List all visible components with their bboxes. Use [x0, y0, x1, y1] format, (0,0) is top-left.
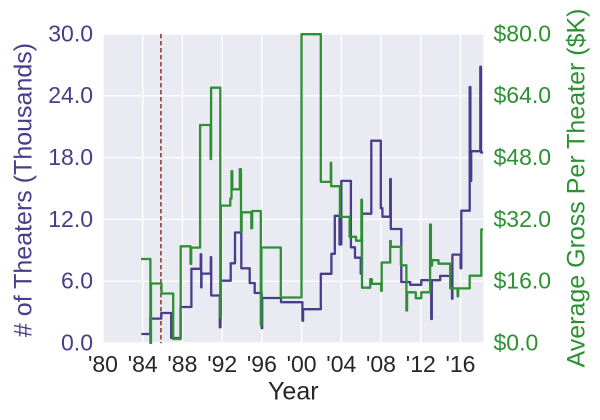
svg-text:$64.0: $64.0 — [494, 82, 552, 108]
svg-text:$0.0: $0.0 — [494, 329, 539, 355]
svg-text:'08: '08 — [366, 351, 396, 377]
svg-text:$48.0: $48.0 — [494, 144, 552, 170]
svg-text:$80.0: $80.0 — [494, 20, 552, 46]
svg-text:'04: '04 — [326, 351, 356, 377]
svg-text:'84: '84 — [128, 351, 158, 377]
svg-text:# of Theaters (Thousands): # of Theaters (Thousands) — [10, 43, 38, 337]
svg-text:$32.0: $32.0 — [494, 206, 552, 232]
svg-text:12.0: 12.0 — [48, 206, 93, 232]
svg-text:18.0: 18.0 — [48, 144, 93, 170]
svg-text:'00: '00 — [287, 351, 317, 377]
svg-text:0.0: 0.0 — [61, 329, 93, 355]
svg-text:'92: '92 — [207, 351, 237, 377]
svg-text:$16.0: $16.0 — [494, 268, 552, 294]
svg-text:'80: '80 — [88, 351, 118, 377]
svg-text:24.0: 24.0 — [48, 82, 93, 108]
svg-text:Average Gross Per Theater ($K): Average Gross Per Theater ($K) — [563, 9, 591, 368]
svg-text:30.0: 30.0 — [48, 20, 93, 46]
svg-text:'12: '12 — [406, 351, 436, 377]
svg-text:'96: '96 — [247, 351, 277, 377]
svg-text:Year: Year — [268, 378, 319, 406]
svg-text:'88: '88 — [167, 351, 197, 377]
svg-text:6.0: 6.0 — [61, 268, 93, 294]
svg-text:'16: '16 — [446, 351, 476, 377]
